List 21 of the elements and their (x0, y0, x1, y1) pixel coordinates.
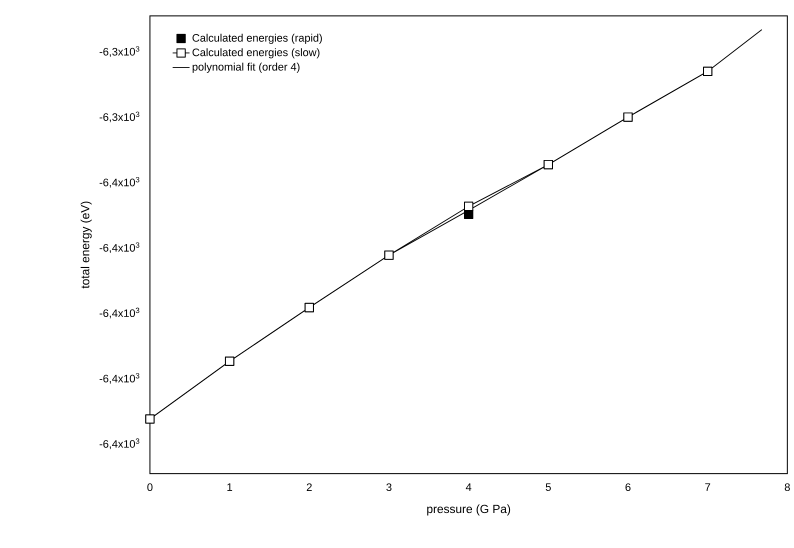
text: -6,4x10$^{3}$ (100, 308, 140, 318)
text: -6,4x10$^{3}$ (100, 373, 140, 384)
y-axis-title: total energy (eV) (80, 202, 92, 288)
x-tick-label: 8 (784, 483, 790, 492)
x-tick-label: 0 (147, 483, 153, 492)
text: -6,4x10$^{3}$ (100, 438, 140, 450)
text: -6,3x10$^{3}$ (100, 46, 140, 57)
x-axis-title: pressure (G Pa) (427, 504, 510, 516)
x-tick-label: 4 (466, 483, 472, 491)
x-tick-label: 2 (306, 483, 312, 491)
x-tick-label: 5 (546, 483, 551, 491)
x-tick-label: 1 (227, 483, 232, 491)
text: -6,3x10$^{3}$ (100, 112, 140, 122)
x-tick-label: 6 (626, 483, 631, 492)
legend-label: Calculated energies (slow) (192, 48, 320, 58)
x-tick-label: 3 (386, 483, 392, 492)
legend-label: polynomial fit (order 4) (192, 62, 300, 73)
x-tick-label: 7 (705, 483, 710, 491)
text: -6,4x10$^{3}$ (100, 242, 140, 253)
text: -6,4x10$^{3}$ (100, 176, 140, 188)
legend-label: Calculated energies (rapid) (192, 34, 322, 44)
